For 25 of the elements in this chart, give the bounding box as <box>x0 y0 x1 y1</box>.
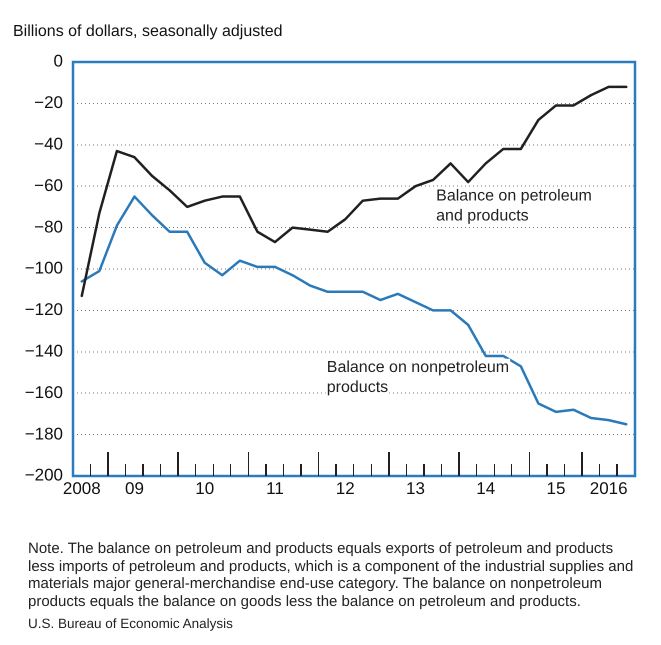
y-tick-label: −200 <box>24 466 63 485</box>
x-tick-label: 14 <box>476 479 496 498</box>
text: U.S. Bureau of Economic Analysis <box>28 615 234 632</box>
y-tick-label: −160 <box>24 382 63 402</box>
y-tick-label: −100 <box>24 258 63 278</box>
x-tick-label: 09 <box>125 479 144 498</box>
x-tick-label: 15 <box>546 479 566 498</box>
y-tick-label: −120 <box>24 300 63 320</box>
x-tick-label: 2008 <box>62 479 101 498</box>
y-tick-label: 0 <box>54 52 63 71</box>
x-tick-label: 13 <box>406 479 425 498</box>
x-tick-label: 10 <box>195 479 214 498</box>
y-tick-label: −140 <box>24 341 63 360</box>
x-tick-label: 11 <box>266 479 284 498</box>
series-label: Balance on nonpetroleum products <box>326 359 510 396</box>
y-axis-title: Billions of dollars, seasonally adjusted <box>13 23 282 40</box>
series-label: Balance on petroleum and products <box>436 187 592 224</box>
y-tick-label: −20 <box>34 93 63 112</box>
text: Note. The balance on petroleum and products equals exports of petroleum and products less imports of petroleum and products, which is a component of the industrial supplies and materials major general-merchandise end-use category. The balance on nonpetroleum products equals the balance on goods less the balance on petroleum and products. <box>28 540 634 610</box>
y-tick-label: −180 <box>24 424 63 444</box>
y-tick-label: −60 <box>34 176 63 195</box>
y-tick-label: −40 <box>34 134 63 154</box>
x-tick-label: 12 <box>336 479 355 498</box>
y-tick-label: −80 <box>34 217 63 236</box>
x-tick-label: 2016 <box>590 479 628 498</box>
